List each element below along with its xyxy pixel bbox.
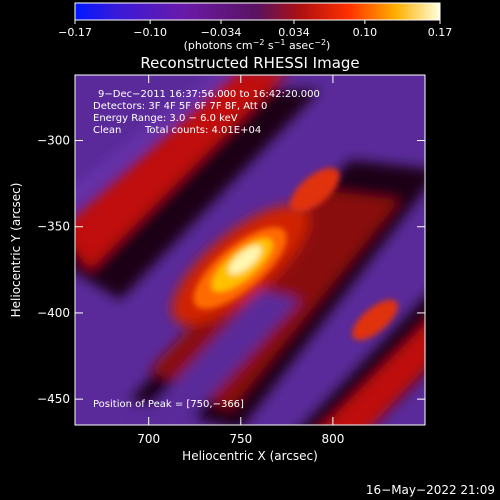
peak-annotation: Position of Peak = [750,−366]	[93, 399, 244, 410]
y-axis: −300 −350 −400 −450	[37, 134, 425, 406]
colorbar-tick-label: 0.10	[353, 26, 378, 39]
colorbar-tick-label: 0.17	[428, 26, 453, 39]
colorbar	[74, 2, 441, 21]
heatmap-image	[75, 75, 425, 425]
x-axis: 700 750 800	[137, 75, 344, 446]
x-tick-label: 800	[321, 432, 344, 446]
total-counts-annotation: Total counts: 4.01E+04	[144, 125, 261, 136]
energy-annotation: Energy Range: 3.0 − 6.0 keV	[93, 113, 238, 124]
colorbar-unit-label: (photons cm−2 s−1 asec−2)	[184, 38, 331, 52]
time-range-annotation: 9−Dec−2011 16:37:56.000 to 16:42:20.000	[98, 89, 320, 100]
y-tick-label: −300	[37, 134, 70, 148]
colorbar-ticks: −0.17 −0.10 −0.034 0.034 0.10 0.17	[58, 20, 452, 39]
y-axis-label: Heliocentric Y (arcsec)	[9, 183, 23, 318]
y-tick-label: −450	[37, 392, 70, 406]
timestamp: 16−May−2022 21:09	[366, 483, 495, 497]
y-tick-label: −400	[37, 306, 70, 320]
detectors-annotation: Detectors: 3F 4F 5F 6F 7F 8F, Att 0	[93, 101, 267, 112]
chart-title: Reconstructed RHESSI Image	[140, 54, 359, 72]
x-tick-label: 700	[137, 432, 160, 446]
y-tick-label: −350	[37, 220, 70, 234]
x-axis-label: Heliocentric X (arcsec)	[182, 449, 318, 463]
clean-annotation: Clean	[93, 125, 121, 136]
colorbar-tick-label: 0.034	[278, 26, 310, 39]
colorbar-tick-label: −0.10	[133, 26, 167, 39]
plot-frame	[74, 74, 426, 426]
colorbar-tick-label: −0.034	[201, 26, 242, 39]
colorbar-tick-label: −0.17	[58, 26, 92, 39]
x-tick-label: 750	[229, 432, 252, 446]
